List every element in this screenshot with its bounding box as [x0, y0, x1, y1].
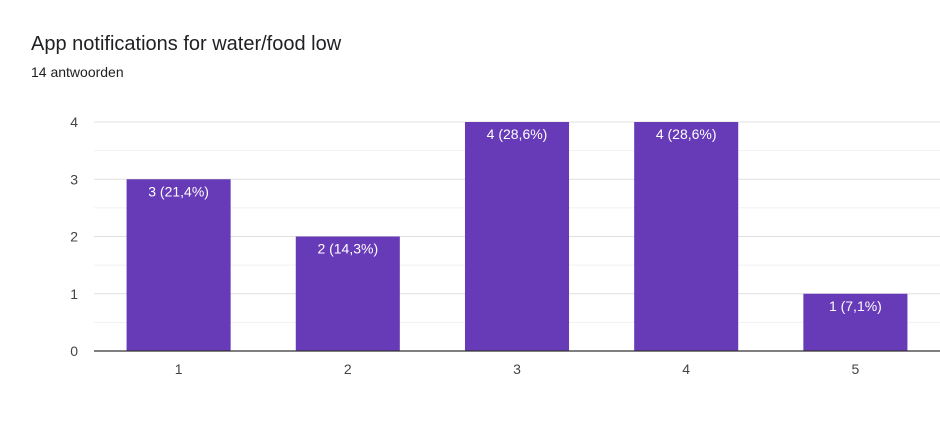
data-label: 3 (21,4%)	[148, 183, 209, 199]
y-tick-label: 4	[70, 114, 78, 130]
x-tick-label: 1	[175, 361, 183, 377]
bars	[126, 122, 908, 351]
bar-2	[295, 236, 400, 351]
y-tick-label: 0	[70, 343, 78, 359]
x-tick-label: 4	[682, 361, 690, 377]
data-label: 4 (28,6%)	[487, 126, 548, 142]
bar-5	[803, 293, 908, 351]
bar-1	[126, 179, 231, 351]
x-tick-label: 3	[513, 361, 521, 377]
chart-title: App notifications for water/food low	[31, 33, 342, 55]
bar-4	[634, 122, 739, 351]
y-tick-label: 2	[70, 229, 78, 245]
x-tick-label: 5	[852, 361, 860, 377]
data-label: 4 (28,6%)	[656, 126, 717, 142]
y-tick-label: 3	[70, 171, 78, 187]
data-label: 2 (14,3%)	[317, 241, 378, 257]
x-tick-label: 2	[344, 361, 352, 377]
bar-3	[464, 122, 570, 351]
data-label: 1 (7,1%)	[829, 298, 882, 314]
y-tick-label: 1	[70, 286, 78, 302]
response-count: 14 antwoorden	[31, 64, 124, 80]
labels: 3 (21,4%) 1 2 (14,3%) 2 4 (28,6%) 3 4 (28,6%) 4…	[70, 114, 882, 377]
